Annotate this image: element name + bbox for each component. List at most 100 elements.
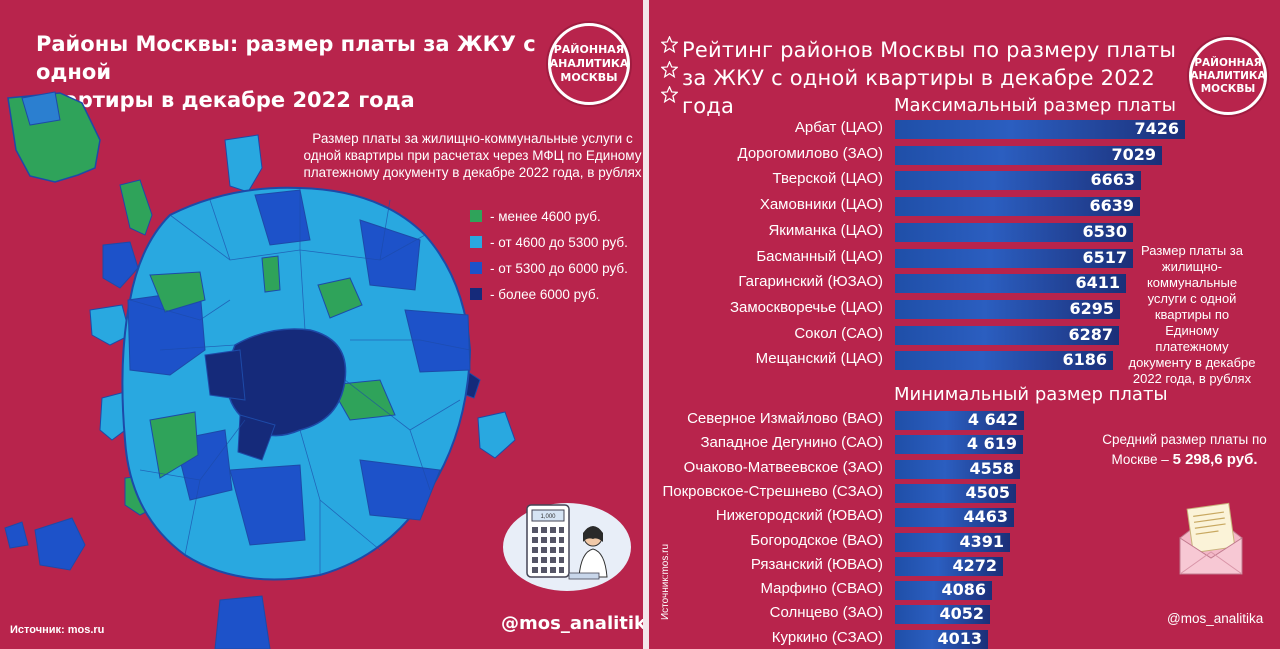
bar-category-label: Солнцево (ЗАО): [769, 604, 883, 622]
district-ring-east: [404, 309, 471, 373]
map-title-line-2: квартиры в декабре 2022 года: [36, 88, 415, 112]
calculator-display: 1,000: [540, 514, 556, 520]
logo-line: МОСКВЫ: [1200, 82, 1256, 95]
bar-category-label: Дорогомилово (ЗАО): [737, 144, 884, 162]
bar-value-label: 6186: [1062, 350, 1107, 370]
bar: [895, 325, 1119, 345]
bar-category-label: Рязанский (ЮВАО): [750, 555, 883, 573]
legend-description: Размер платы за жилищно-коммунальные усл…: [303, 131, 642, 180]
bar: [895, 351, 1113, 371]
bar-value-label: 7426: [1134, 119, 1179, 138]
logo-line: РАЙОННАЯ: [1194, 56, 1262, 69]
moscow-districts-map: [4, 91, 516, 649]
bar-value-label: 4013: [937, 628, 982, 648]
bar-value-label: 6287: [1068, 324, 1113, 344]
bar-value-label: 4272: [952, 555, 997, 575]
bar-value-label: 7029: [1111, 144, 1156, 164]
district-far-west: [4, 521, 29, 549]
star-icon: [660, 85, 679, 104]
bar-value-label: 4 642: [967, 410, 1018, 429]
bar-value-label: 4086: [941, 580, 986, 600]
district-center-southwest: [237, 414, 276, 461]
bar-category-label: Очаково-Матвеевское (ЗАО): [683, 458, 883, 476]
bar: [895, 222, 1133, 242]
bar: [895, 483, 1016, 503]
district-ring-southeast: [359, 459, 441, 521]
brand-logo: РАЙОННАЯ АНАЛИТИКА МОСКВЫ: [548, 23, 630, 105]
bar: [895, 197, 1140, 217]
ranking-title: Рейтинг районов Москвы по размеру платы …: [682, 36, 1202, 120]
legend-swatch: [470, 236, 482, 248]
logo-line: АНАЛИТИКА: [549, 57, 629, 70]
bar: [895, 605, 990, 625]
district-green-nw: [149, 271, 206, 313]
bar: [895, 556, 1003, 576]
bar: [895, 274, 1126, 294]
legend-label: - менее 4600 руб.: [490, 208, 601, 224]
bar: [895, 435, 1023, 455]
bar: [895, 171, 1141, 191]
bar-category-label: Мещанский (ЦАО): [755, 350, 883, 368]
social-handle[interactable]: @mos_analitika: [501, 613, 643, 634]
bar-value-label: 4505: [965, 482, 1010, 502]
map-legend: - менее 4600 руб. - от 4600 до 5300 руб.…: [470, 203, 628, 307]
average-block: Средний размер платы по Москве – 5 298,6…: [1097, 430, 1272, 470]
district-green-east: [329, 379, 396, 421]
min-heading: Минимальный размер платы: [894, 384, 1168, 405]
bar-category-label: Арбат (ЦАО): [794, 119, 883, 136]
bar: [895, 532, 1010, 552]
district-ring-south: [229, 464, 306, 546]
legend-item: - от 4600 до 5300 руб.: [470, 229, 628, 255]
bar-value-label: 6295: [1069, 298, 1114, 318]
bar-value-label: 6639: [1089, 196, 1134, 216]
logo-line: РАЙОННАЯ: [553, 43, 625, 56]
bar-value-label: 4558: [969, 458, 1014, 478]
bar-category-label: Марфино (СВАО): [760, 580, 883, 598]
bar-category-label: Сокол (САО): [794, 324, 883, 342]
average-value: 5 298,6 руб.: [1172, 451, 1258, 468]
bar-value-label: 6663: [1090, 170, 1135, 190]
legend-item: - менее 4600 руб.: [470, 203, 628, 229]
star-decoration: [660, 35, 679, 111]
average-label: Средний размер платы по Москве –: [1102, 432, 1267, 467]
bar-category-label: Западное Дегунино (САО): [700, 434, 883, 452]
bar-category-label: Северное Измайлово (ВАО): [687, 410, 883, 427]
map-title-line-1: Районы Москвы: размер платы за ЖКУ с одн…: [36, 32, 536, 84]
bar-category-label: Нижегородский (ЮВАО): [715, 507, 883, 525]
legend-item: - более 6000 руб.: [470, 281, 628, 307]
bar-category-label: Хамовники (ЦАО): [759, 196, 883, 214]
bar-category-label: Куркино (СЗАО): [771, 628, 883, 646]
district-far-southwest: [34, 517, 86, 571]
district-ring-north: [254, 189, 311, 246]
ranking-note: Размер платы за жилищно-коммунальные усл…: [1128, 243, 1256, 386]
district-zelenograd-north: [21, 91, 61, 126]
district-ring-northeast: [359, 219, 421, 291]
logo-line: МОСКВЫ: [560, 71, 618, 84]
bar-category-label: Замоскворечье (ЦАО): [729, 298, 883, 316]
bar-value-label: 6517: [1082, 247, 1127, 267]
envelope-icon: [1179, 502, 1243, 575]
legend-label: - от 4600 до 5300 руб.: [490, 234, 628, 250]
bar: [895, 145, 1162, 165]
calculator-illustration: 1,000: [503, 503, 631, 591]
district-east-enclave-2: [477, 411, 516, 459]
bar-value-label: 6530: [1082, 221, 1127, 241]
bar: [895, 248, 1133, 268]
ranking-panel: Рейтинг районов Москвы по размеру платы …: [649, 0, 1280, 649]
legend-swatch: [470, 210, 482, 222]
legend-swatch: [470, 262, 482, 274]
district-green-north: [261, 255, 281, 293]
bar-category-label: Покровское-Стрешнево (СЗАО): [662, 482, 884, 500]
bar-value-label: 4463: [963, 507, 1008, 527]
bar-category-label: Якиманка (ЦАО): [768, 221, 883, 239]
bar-value-label: 6411: [1075, 273, 1120, 293]
district-center-west: [204, 349, 246, 401]
legend-label: - более 6000 руб.: [490, 286, 600, 302]
social-handle[interactable]: @mos_analitika: [1167, 611, 1264, 626]
district-west-enclave-1: [102, 241, 139, 289]
logo-line: АНАЛИТИКА: [1190, 69, 1266, 82]
source-label: Источник:mos.ru: [660, 543, 671, 620]
legend-item: - от 5300 до 6000 руб.: [470, 255, 628, 281]
bar-category-label: Тверской (ЦАО): [772, 170, 883, 188]
district-south-strip: [214, 595, 271, 649]
